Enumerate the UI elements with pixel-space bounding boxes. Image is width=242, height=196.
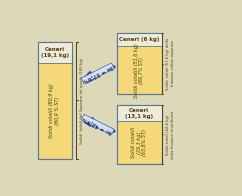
Bar xyxy=(117,33,162,94)
Text: b₁ = 42,4%: b₁ = 42,4% xyxy=(82,115,113,134)
Bar xyxy=(38,42,72,159)
Text: Solidi volatili (51,6 kg)
(89,7% ST): Solidi volatili (51,6 kg) (89,7% ST) xyxy=(134,43,144,98)
Bar xyxy=(38,42,72,63)
Text: Ceneri
(19,1 kg): Ceneri (19,1 kg) xyxy=(41,47,69,58)
Bar xyxy=(38,42,72,159)
Text: Solidi volatili (80,9 kg)
(80,9 % ST): Solidi volatili (80,9 kg) (80,9 % ST) xyxy=(49,84,60,138)
Text: Solidi  totali del liquame tal quale (100 kg): Solidi totali del liquame tal quale (100… xyxy=(80,57,84,144)
Text: Solidi volatili
(29,3 kg)
(65,8% ST): Solidi volatili (29,3 kg) (65,8% ST) xyxy=(131,127,147,158)
Text: b₀ = 57,6%: b₀ = 57,6% xyxy=(82,64,113,83)
Bar xyxy=(117,33,162,94)
Bar xyxy=(117,33,162,46)
Bar xyxy=(117,105,162,164)
Text: Solidi totali (42,4 kg)
dalla frazione chiarificata: Solidi totali (42,4 kg) dalla frazione c… xyxy=(166,110,175,159)
Bar xyxy=(117,105,162,164)
Bar xyxy=(117,105,162,122)
Text: Ceneri
(13,1 kg): Ceneri (13,1 kg) xyxy=(125,108,153,119)
Text: Ceneri (6 kg): Ceneri (6 kg) xyxy=(119,37,159,42)
Text: Solidi  totali (57,6 kg) della
frazione solida separata: Solidi totali (57,6 kg) della frazione s… xyxy=(166,37,175,90)
